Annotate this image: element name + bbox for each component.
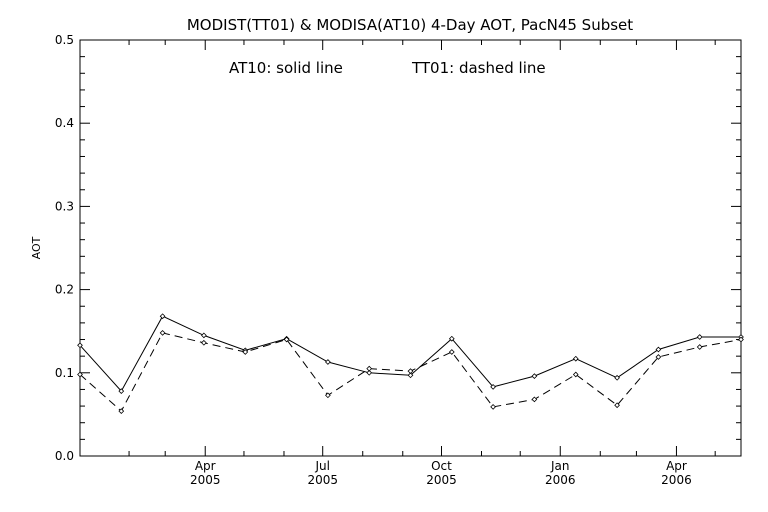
y-axis-label: AOT [30, 236, 43, 259]
data-point-tt01-12 [572, 371, 579, 378]
x-tick-month-1: Jul [314, 459, 329, 473]
y-tick-label-0: 0.0 [55, 449, 74, 463]
data-point-at10-15 [696, 334, 703, 340]
data-point-at10-7 [366, 369, 373, 376]
data-point-tt01-14 [655, 354, 662, 360]
data-point-tt01-3 [201, 339, 207, 346]
data-point-tt01-4 [242, 349, 249, 355]
y-tick-label-2: 0.2 [55, 283, 74, 297]
y-tick-label-1: 0.1 [55, 366, 74, 380]
y-tick-label-5: 0.5 [55, 33, 74, 47]
data-point-at10-3 [201, 332, 207, 339]
y-axis: 0.0 0.1 0.2 0.3 0.4 0.5 [55, 33, 741, 463]
x-tick-month-3: Jan [550, 459, 570, 473]
data-point-at10-10 [490, 384, 496, 390]
data-point-at10-2 [159, 313, 166, 320]
series-layer [77, 313, 744, 414]
x-tick-year-3: 2006 [545, 473, 576, 487]
data-point-at10-13 [614, 374, 620, 381]
data-point-at10-6 [325, 359, 331, 365]
data-point-tt01-2 [159, 330, 166, 336]
x-tick-year-2: 2005 [426, 473, 457, 487]
data-point-at10-12 [572, 355, 579, 362]
data-point-at10-14 [655, 346, 662, 353]
data-point-at10-9 [448, 335, 455, 342]
data-point-tt01-11 [531, 396, 538, 403]
data-point-tt01-6 [325, 392, 331, 399]
data-point-tt01-7 [366, 365, 373, 372]
data-point-at10-8 [407, 372, 414, 379]
data-point-tt01-15 [696, 344, 703, 350]
data-point-tt01-13 [614, 402, 620, 409]
data-point-tt01-8 [407, 368, 414, 374]
annotation-tt01: TT01: dashed line [411, 59, 546, 77]
x-tick-month-2: Oct [431, 459, 452, 473]
data-point-tt01-5 [283, 336, 290, 343]
chart-title: MODIST(TT01) & MODISA(AT10) 4-Day AOT, P… [187, 16, 633, 34]
x-tick-year-4: 2006 [661, 473, 692, 487]
x-tick-year-0: 2005 [190, 473, 221, 487]
plot-frame [79, 39, 742, 457]
data-point-tt01-0 [77, 371, 83, 378]
data-point-at10-0 [77, 342, 83, 349]
data-point-at10-11 [531, 373, 538, 379]
x-tick-year-1: 2005 [307, 473, 338, 487]
x-tick-month-4: Apr [666, 459, 687, 473]
data-point-at10-1 [118, 388, 125, 394]
annotation-at10: AT10: solid line [229, 59, 343, 77]
x-tick-month-0: Apr [195, 459, 216, 473]
y-tick-label-4: 0.4 [55, 116, 74, 130]
y-tick-label-3: 0.3 [55, 199, 74, 213]
data-point-tt01-1 [118, 408, 125, 414]
data-point-tt01-10 [490, 404, 496, 410]
data-point-tt01-16 [738, 336, 744, 343]
data-point-tt01-9 [448, 349, 455, 355]
